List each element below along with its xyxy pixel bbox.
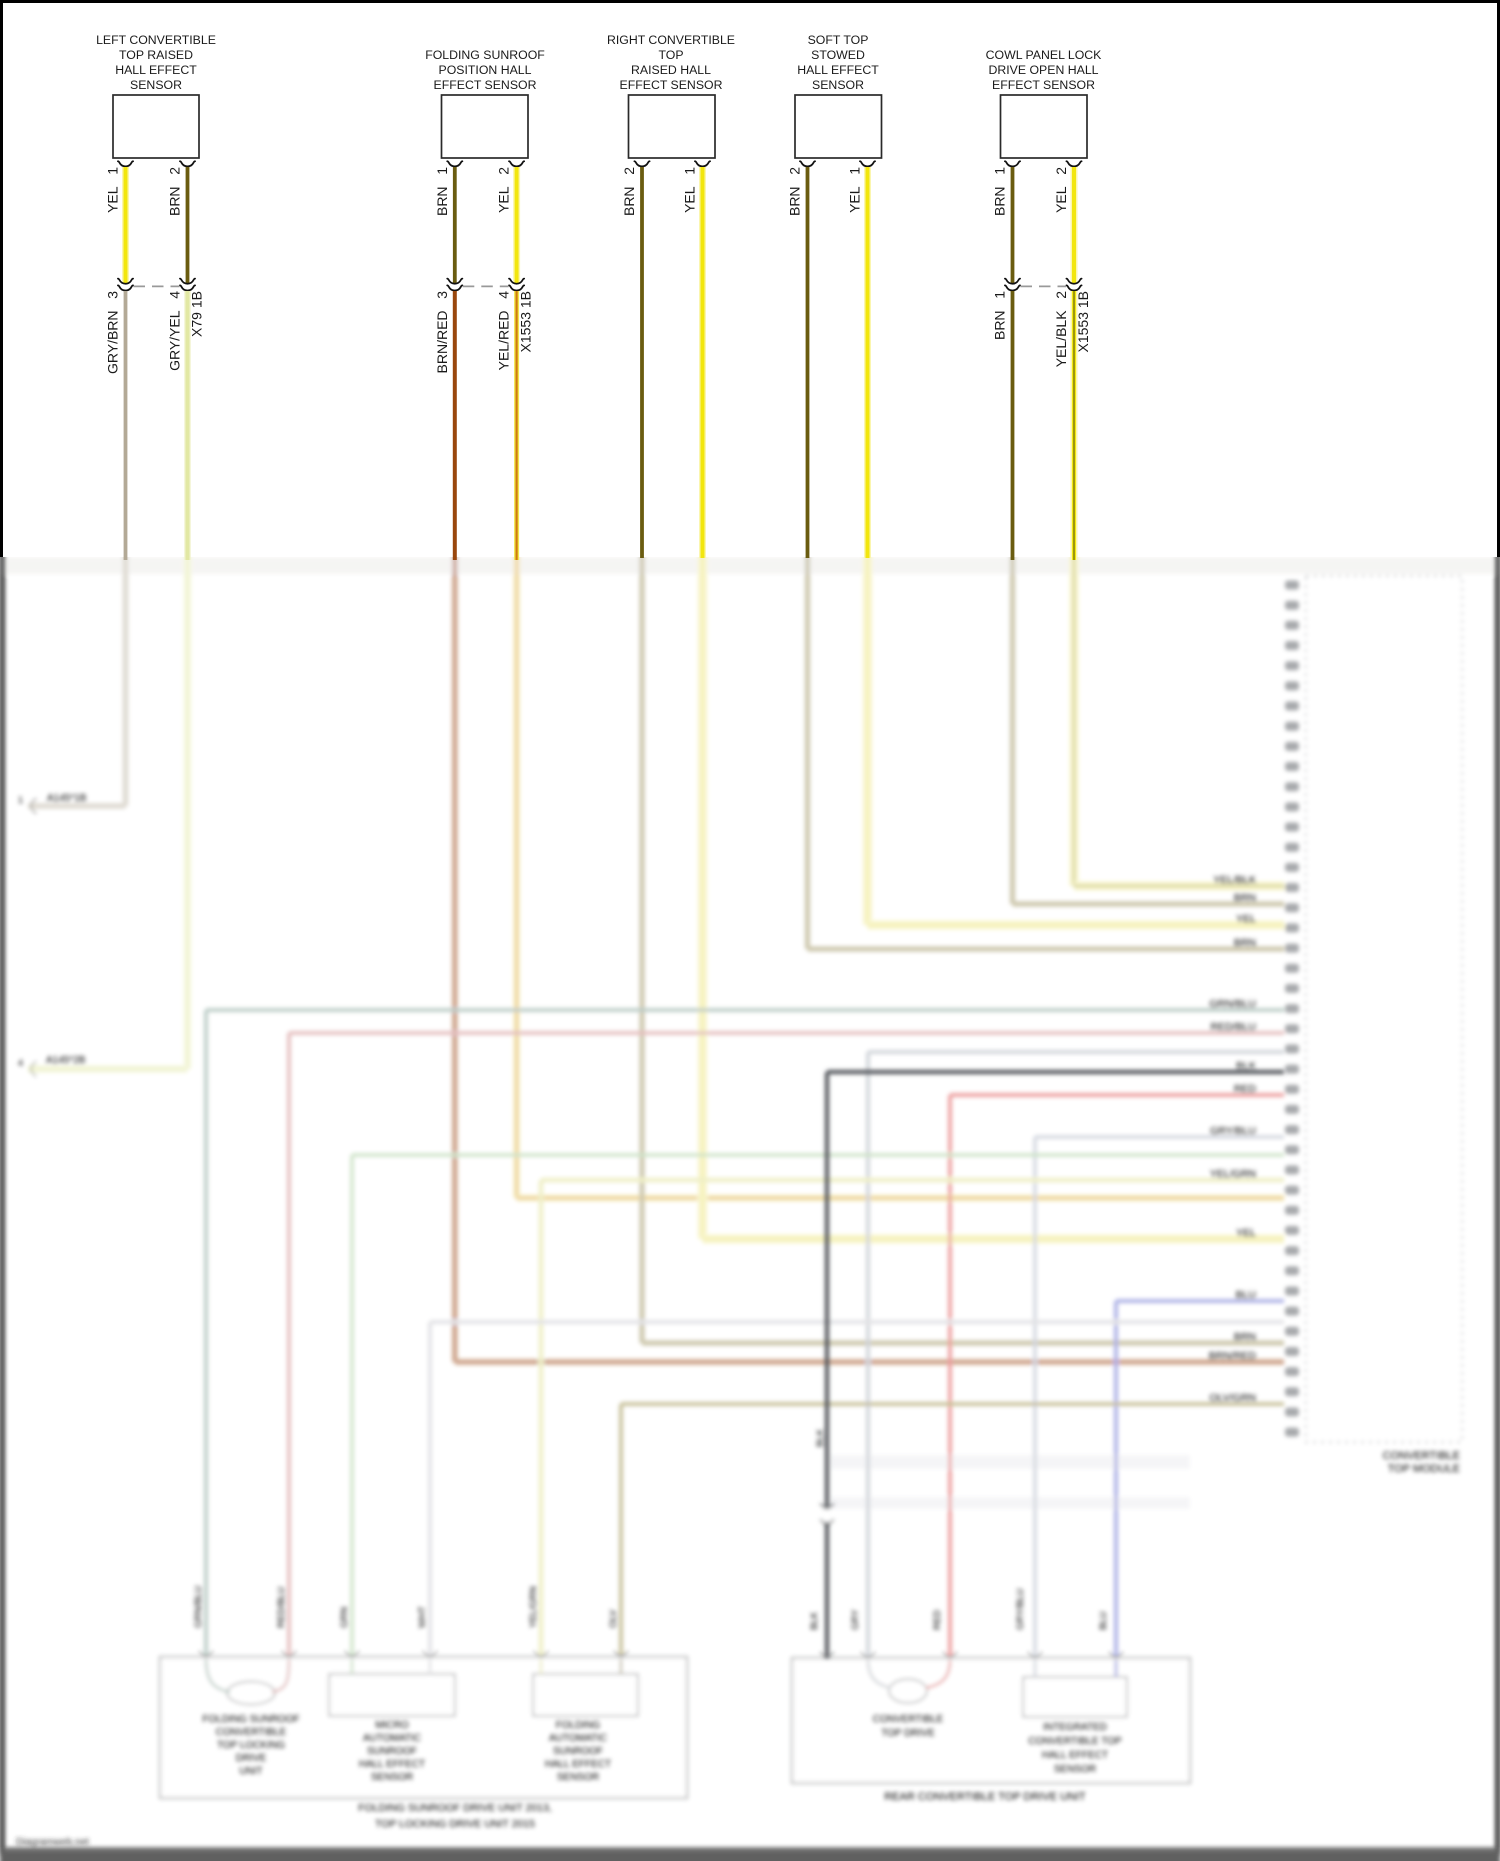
svg-text:EFFECT SENSOR: EFFECT SENSOR	[620, 78, 723, 92]
svg-text:HALL EFFECT: HALL EFFECT	[797, 63, 879, 77]
svg-text:BRN/RED: BRN/RED	[1209, 1350, 1257, 1362]
svg-text:SENSOR: SENSOR	[557, 1772, 599, 1783]
svg-text:BLK: BLK	[809, 1611, 820, 1630]
svg-text:BRN: BRN	[1234, 892, 1256, 904]
svg-text:YEL/GRN: YEL/GRN	[1210, 1168, 1256, 1180]
svg-text:BRN 2: BRN 2	[621, 167, 637, 216]
svg-text:TOP DRIVE: TOP DRIVE	[881, 1728, 935, 1739]
svg-text:DRIVE: DRIVE	[236, 1753, 267, 1764]
svg-text:A145*2B: A145*2B	[46, 1055, 86, 1066]
svg-text:SENSOR: SENSOR	[130, 78, 182, 92]
svg-text:BRN 2: BRN 2	[787, 167, 803, 216]
svg-text:LEFT CONVERTIBLE: LEFT CONVERTIBLE	[96, 33, 216, 47]
svg-text:AUTOMATIC: AUTOMATIC	[363, 1733, 421, 1744]
svg-text:Diagramweb.net: Diagramweb.net	[16, 1837, 89, 1848]
svg-text:YEL/GRN: YEL/GRN	[528, 1586, 539, 1628]
svg-text:BRN: BRN	[1234, 937, 1256, 949]
svg-text:OLV: OLV	[608, 1609, 619, 1628]
svg-text:AUTOMATIC: AUTOMATIC	[549, 1733, 607, 1744]
svg-text:YEL 2: YEL 2	[1053, 167, 1069, 213]
svg-text:BRN: BRN	[1234, 1331, 1256, 1343]
svg-text:BRN 2: BRN 2	[167, 167, 183, 216]
svg-text:GRY/BRN 3: GRY/BRN 3	[105, 291, 121, 374]
svg-text:YEL 1: YEL 1	[682, 167, 698, 213]
svg-text:DRIVE OPEN HALL: DRIVE OPEN HALL	[988, 63, 1098, 77]
svg-text:SENSOR: SENSOR	[371, 1772, 413, 1783]
svg-text:COWL PANEL LOCK: COWL PANEL LOCK	[986, 48, 1103, 62]
svg-text:CONVERTIBLE: CONVERTIBLE	[1383, 1450, 1460, 1462]
svg-text:UNIT: UNIT	[239, 1766, 262, 1777]
svg-text:OLV/GRN: OLV/GRN	[1210, 1392, 1256, 1404]
svg-text:RAISED HALL: RAISED HALL	[631, 63, 711, 77]
svg-text:BLK: BLK	[815, 1428, 826, 1447]
svg-text:TOP LOCKING: TOP LOCKING	[217, 1740, 285, 1751]
svg-text:X79 1B: X79 1B	[189, 291, 205, 337]
svg-text:TOP MODULE: TOP MODULE	[1388, 1463, 1460, 1475]
svg-text:YEL/RED 4: YEL/RED 4	[496, 291, 512, 371]
svg-text:SENSOR: SENSOR	[812, 78, 864, 92]
svg-text:GRY/BLU: GRY/BLU	[1015, 1588, 1026, 1630]
svg-text:SUNROOF: SUNROOF	[367, 1746, 417, 1757]
svg-text:GRY/YEL 4: GRY/YEL 4	[167, 291, 183, 371]
svg-text:CONVERTIBLE: CONVERTIBLE	[216, 1727, 287, 1738]
svg-text:BRN 1: BRN 1	[992, 291, 1008, 340]
svg-text:X1553 1B: X1553 1B	[1075, 291, 1091, 353]
svg-text:SENSOR: SENSOR	[1054, 1764, 1096, 1775]
svg-text:TOP LOCKING DRIVE UNIT 2015: TOP LOCKING DRIVE UNIT 2015	[375, 1818, 535, 1830]
svg-text:GRN/BLU: GRN/BLU	[1209, 998, 1256, 1010]
svg-text:INTEGRATED: INTEGRATED	[1043, 1722, 1107, 1733]
svg-text:BRN/RED 3: BRN/RED 3	[434, 291, 450, 374]
svg-text:TOP RAISED: TOP RAISED	[119, 48, 193, 62]
svg-text:BRN 1: BRN 1	[434, 167, 450, 216]
svg-text:YEL/BLK: YEL/BLK	[1213, 874, 1256, 886]
svg-text:HALL EFFECT: HALL EFFECT	[115, 63, 197, 77]
svg-text:GRY/BLU: GRY/BLU	[1210, 1125, 1256, 1137]
svg-text:HALL EFFECT: HALL EFFECT	[359, 1759, 425, 1770]
svg-text:SOFT TOP: SOFT TOP	[808, 33, 869, 47]
svg-text:BLU: BLU	[1098, 1611, 1109, 1630]
svg-text:YEL 2: YEL 2	[496, 167, 512, 213]
svg-text:EFFECT SENSOR: EFFECT SENSOR	[434, 78, 537, 92]
svg-text:GRY: GRY	[850, 1609, 861, 1630]
svg-text:EFFECT SENSOR: EFFECT SENSOR	[992, 78, 1095, 92]
svg-text:1: 1	[18, 795, 23, 805]
svg-text:GRN/BLU: GRN/BLU	[193, 1586, 204, 1628]
svg-text:A145*1B: A145*1B	[47, 793, 87, 804]
svg-text:YEL 1: YEL 1	[847, 167, 863, 213]
svg-text:FOLDING SUNROOF: FOLDING SUNROOF	[425, 48, 545, 62]
svg-text:RIGHT CONVERTIBLE: RIGHT CONVERTIBLE	[607, 33, 735, 47]
svg-text:YEL 1: YEL 1	[105, 167, 121, 213]
svg-text:BLU: BLU	[1236, 1289, 1256, 1301]
svg-text:RED/BLU: RED/BLU	[1210, 1021, 1256, 1033]
svg-text:HALL EFFECT: HALL EFFECT	[1042, 1750, 1108, 1761]
svg-text:MICRO: MICRO	[375, 1720, 409, 1731]
svg-text:HALL EFFECT: HALL EFFECT	[545, 1759, 611, 1770]
svg-text:FOLDING SUNROOF: FOLDING SUNROOF	[202, 1714, 299, 1725]
svg-text:RED: RED	[932, 1610, 943, 1630]
svg-text:FOLDING: FOLDING	[556, 1720, 601, 1731]
svg-text:YEL/BLK 2: YEL/BLK 2	[1053, 291, 1069, 367]
svg-text:X1553 1B: X1553 1B	[518, 291, 534, 353]
svg-text:TOP: TOP	[658, 48, 683, 62]
svg-text:SUNROOF: SUNROOF	[553, 1746, 603, 1757]
svg-text:CONVERTIBLE TOP: CONVERTIBLE TOP	[1028, 1736, 1122, 1747]
svg-text:GRN: GRN	[339, 1607, 350, 1628]
svg-text:STOWED: STOWED	[811, 48, 865, 62]
svg-text:4: 4	[18, 1058, 23, 1068]
svg-text:BLK: BLK	[1236, 1060, 1256, 1072]
svg-text:FOLDING SUNROOF DRIVE UNIT 20: FOLDING SUNROOF DRIVE UNIT 2013,	[358, 1802, 552, 1814]
svg-text:RED: RED	[1234, 1083, 1257, 1095]
svg-text:REAR CONVERTIBLE TOP DRIVE UNI: REAR CONVERTIBLE TOP DRIVE UNIT	[884, 1791, 1086, 1803]
svg-text:YEL: YEL	[1236, 1227, 1256, 1239]
svg-text:YEL: YEL	[1236, 913, 1256, 925]
svg-text:BRN 1: BRN 1	[992, 167, 1008, 216]
svg-text:WHT: WHT	[417, 1606, 428, 1628]
svg-text:RED/BLU: RED/BLU	[276, 1587, 287, 1628]
svg-text:POSITION HALL: POSITION HALL	[439, 63, 532, 77]
svg-text:CONVERTIBLE: CONVERTIBLE	[873, 1714, 944, 1725]
